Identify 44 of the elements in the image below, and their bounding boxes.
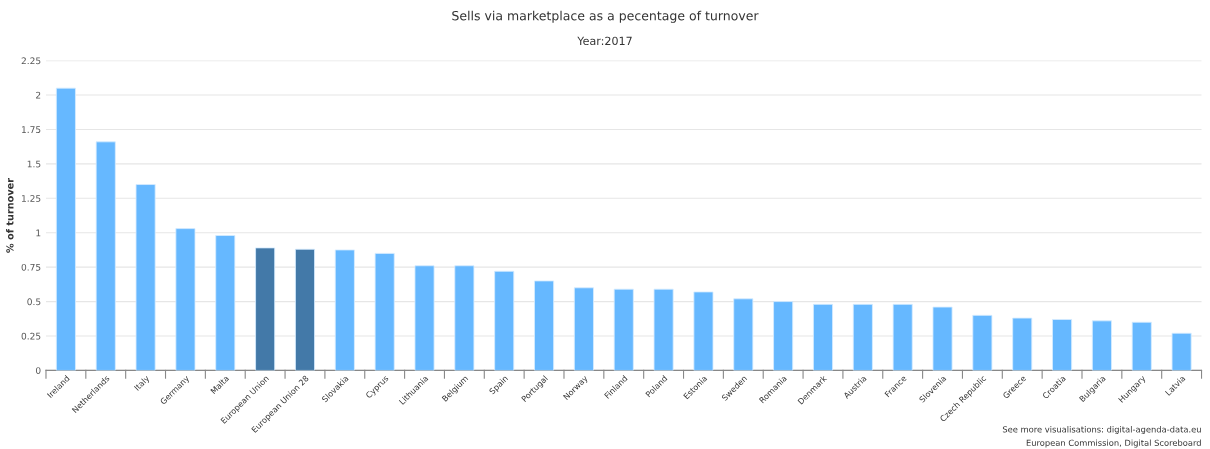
bar bbox=[95, 141, 116, 371]
text: European Commission, Digital Scoreboard bbox=[1026, 439, 1201, 448]
y-tick-label: 0.25 bbox=[21, 332, 41, 340]
bar bbox=[1012, 317, 1033, 371]
bar bbox=[1131, 321, 1152, 371]
y-tick-label: 2.25 bbox=[21, 57, 41, 65]
bar bbox=[972, 314, 993, 371]
bar bbox=[295, 248, 315, 371]
chart-subtitle: Year:2017 bbox=[577, 36, 632, 46]
bar bbox=[175, 228, 196, 371]
y-tick-label: 0 bbox=[35, 367, 41, 374]
y-tick-label: 0.5 bbox=[27, 298, 41, 306]
bar bbox=[255, 247, 276, 371]
bar bbox=[1052, 319, 1073, 371]
y-tick-label: 1.25 bbox=[22, 195, 41, 202]
bar bbox=[414, 265, 435, 371]
bar bbox=[693, 291, 714, 371]
y-tick-label: 1.5 bbox=[27, 160, 41, 168]
bar bbox=[55, 87, 76, 371]
bar bbox=[454, 265, 475, 371]
bar bbox=[334, 249, 355, 371]
bar bbox=[813, 303, 833, 371]
bar bbox=[215, 235, 236, 371]
bar bbox=[534, 280, 555, 371]
bar bbox=[653, 288, 674, 371]
bar bbox=[892, 303, 913, 371]
bar bbox=[1171, 332, 1192, 371]
y-tick-label: 1 bbox=[36, 229, 41, 237]
y-tick-label: 2 bbox=[36, 91, 41, 99]
bar bbox=[773, 301, 794, 371]
bar bbox=[733, 298, 754, 371]
text: See more visualisations: digital-agenda-data.eu bbox=[1002, 426, 1201, 435]
bar bbox=[374, 252, 395, 371]
bar bbox=[494, 270, 515, 371]
chart-title: Sells via marketplace as a pecentage of turnover bbox=[452, 10, 759, 23]
bar bbox=[932, 306, 953, 371]
bar bbox=[613, 288, 634, 371]
bar bbox=[573, 287, 594, 371]
y-tick-label: 0.75 bbox=[21, 263, 41, 271]
bar bbox=[135, 184, 156, 371]
y-tick-label: 1.75 bbox=[22, 126, 41, 134]
bar bbox=[852, 303, 873, 371]
bar bbox=[1091, 320, 1112, 371]
y-axis-title: % of turnover bbox=[6, 177, 14, 253]
